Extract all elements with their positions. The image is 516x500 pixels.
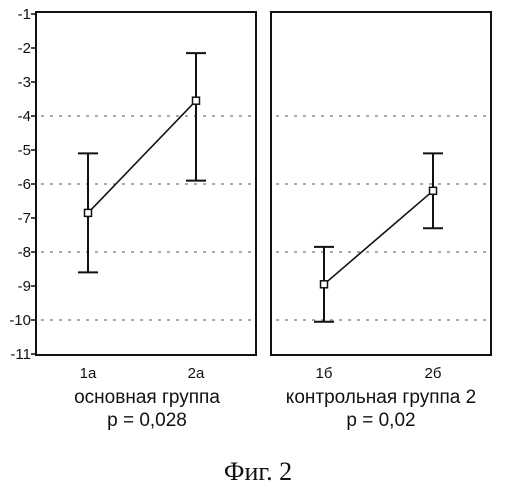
figure-caption: Фиг. 2 bbox=[224, 457, 292, 486]
mean-point bbox=[430, 187, 437, 194]
x-tick-label: 1б bbox=[316, 365, 333, 382]
y-tick-label: -11 bbox=[10, 346, 31, 363]
group-label: основная группа bbox=[74, 387, 220, 408]
left-panel bbox=[41, 53, 251, 320]
x-tick-label: 1а bbox=[80, 365, 97, 382]
p-value-label: p = 0,02 bbox=[346, 410, 415, 431]
y-axis-ticks: -1 -2 -3 -4 -5 -6 -7 -8 -9 -10 -11 bbox=[9, 6, 37, 363]
group-label: контрольная группа 2 bbox=[286, 387, 476, 408]
y-tick-label: -5 bbox=[18, 142, 31, 159]
p-value-label: p = 0,028 bbox=[107, 410, 187, 431]
right-panel bbox=[276, 116, 486, 322]
y-tick-label: -8 bbox=[18, 244, 31, 261]
y-tick-label: -3 bbox=[18, 74, 31, 91]
y-tick-label: -7 bbox=[18, 210, 31, 227]
y-tick-label: -9 bbox=[18, 278, 31, 295]
series-line bbox=[88, 101, 196, 213]
y-tick-label: -1 bbox=[18, 6, 31, 23]
mean-point bbox=[193, 97, 200, 104]
y-tick-label: -4 bbox=[18, 108, 31, 125]
series-line bbox=[324, 191, 433, 284]
mean-point bbox=[85, 209, 92, 216]
y-tick-label: -6 bbox=[18, 176, 31, 193]
x-tick-label: 2б bbox=[425, 365, 442, 382]
mean-point bbox=[321, 281, 328, 288]
y-tick-label: -10 bbox=[9, 312, 31, 329]
x-tick-label: 2а bbox=[188, 365, 205, 382]
y-tick-label: -2 bbox=[18, 40, 31, 57]
